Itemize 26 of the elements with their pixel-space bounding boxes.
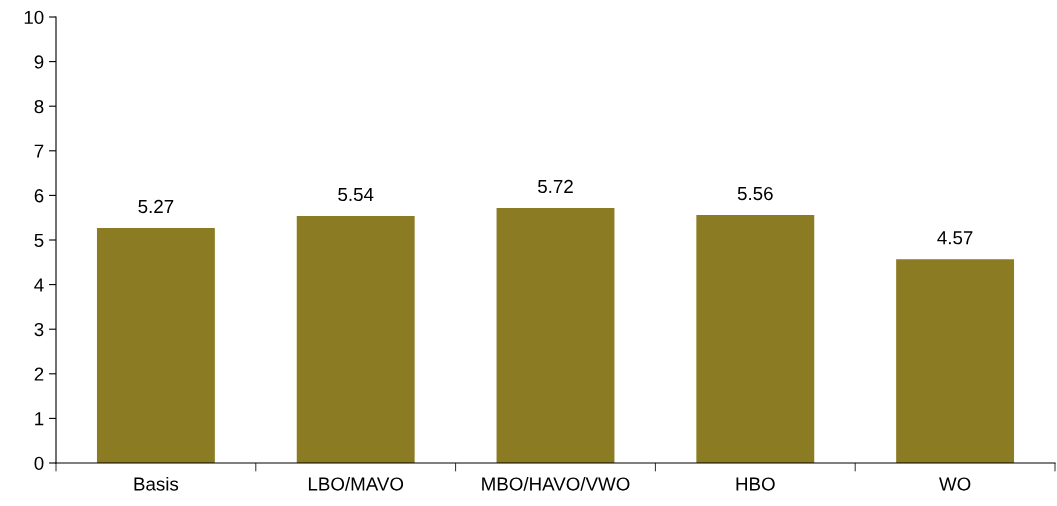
bar (896, 259, 1015, 463)
data-label: 5.27 (138, 199, 174, 214)
bar (496, 207, 615, 463)
x-tick-label: MBO/HAVO/VWO (482, 476, 630, 491)
data-label: 4.57 (937, 231, 973, 245)
y-tick-label: 10 (24, 10, 44, 24)
bar (296, 215, 415, 463)
y-tick-label: 8 (34, 99, 44, 114)
y-tick-label: 2 (34, 367, 44, 381)
bar (696, 215, 815, 463)
y-tick-label: 7 (34, 144, 44, 158)
data-label: 5.72 (538, 179, 573, 194)
x-tick-label: LBO/MAVO (308, 476, 404, 491)
y-tick-label: 1 (35, 412, 44, 426)
y-tick-label: 6 (34, 189, 44, 203)
x-tick-label: HBO (736, 477, 775, 491)
data-label: 5.56 (737, 186, 773, 201)
y-tick-label: 4 (34, 278, 44, 292)
y-tick-label: 0 (34, 456, 44, 470)
bar (96, 227, 215, 463)
y-tick-label: 3 (34, 322, 44, 337)
data-label: 5.54 (338, 188, 374, 202)
y-tick-label: 9 (34, 55, 44, 69)
x-tick-label: Basis (134, 476, 179, 491)
y-tick-label: 5 (34, 233, 44, 247)
x-tick-label: WO (939, 477, 971, 491)
